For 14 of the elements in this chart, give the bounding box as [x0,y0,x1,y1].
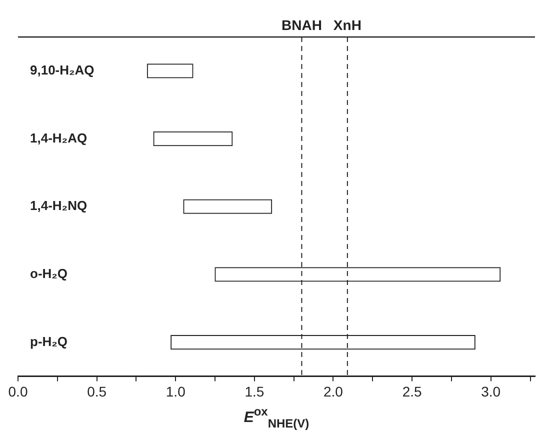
y-tick-label: p-H₂Q [30,334,68,349]
x-tick-label: 1.5 [244,383,264,400]
x-tick-label: 2.0 [324,383,344,400]
x-tick-label: 1.0 [166,383,186,400]
y-tick-label: 9,10-H₂AQ [30,62,94,78]
y-tick-label: 1,4-H₂AQ [30,130,88,146]
x-tick-label: 3.0 [481,383,501,400]
ref-line-label: XnH [333,16,362,33]
y-tick-label: o-H₂Q [30,266,68,282]
ref-line-label: BNAH [281,16,322,33]
x-tick-label: 0.5 [87,383,107,400]
x-tick-label: 0.0 [8,383,28,400]
x-tick-label: 2.5 [402,383,422,400]
y-tick-label: 1,4-H₂NQ [30,198,88,214]
